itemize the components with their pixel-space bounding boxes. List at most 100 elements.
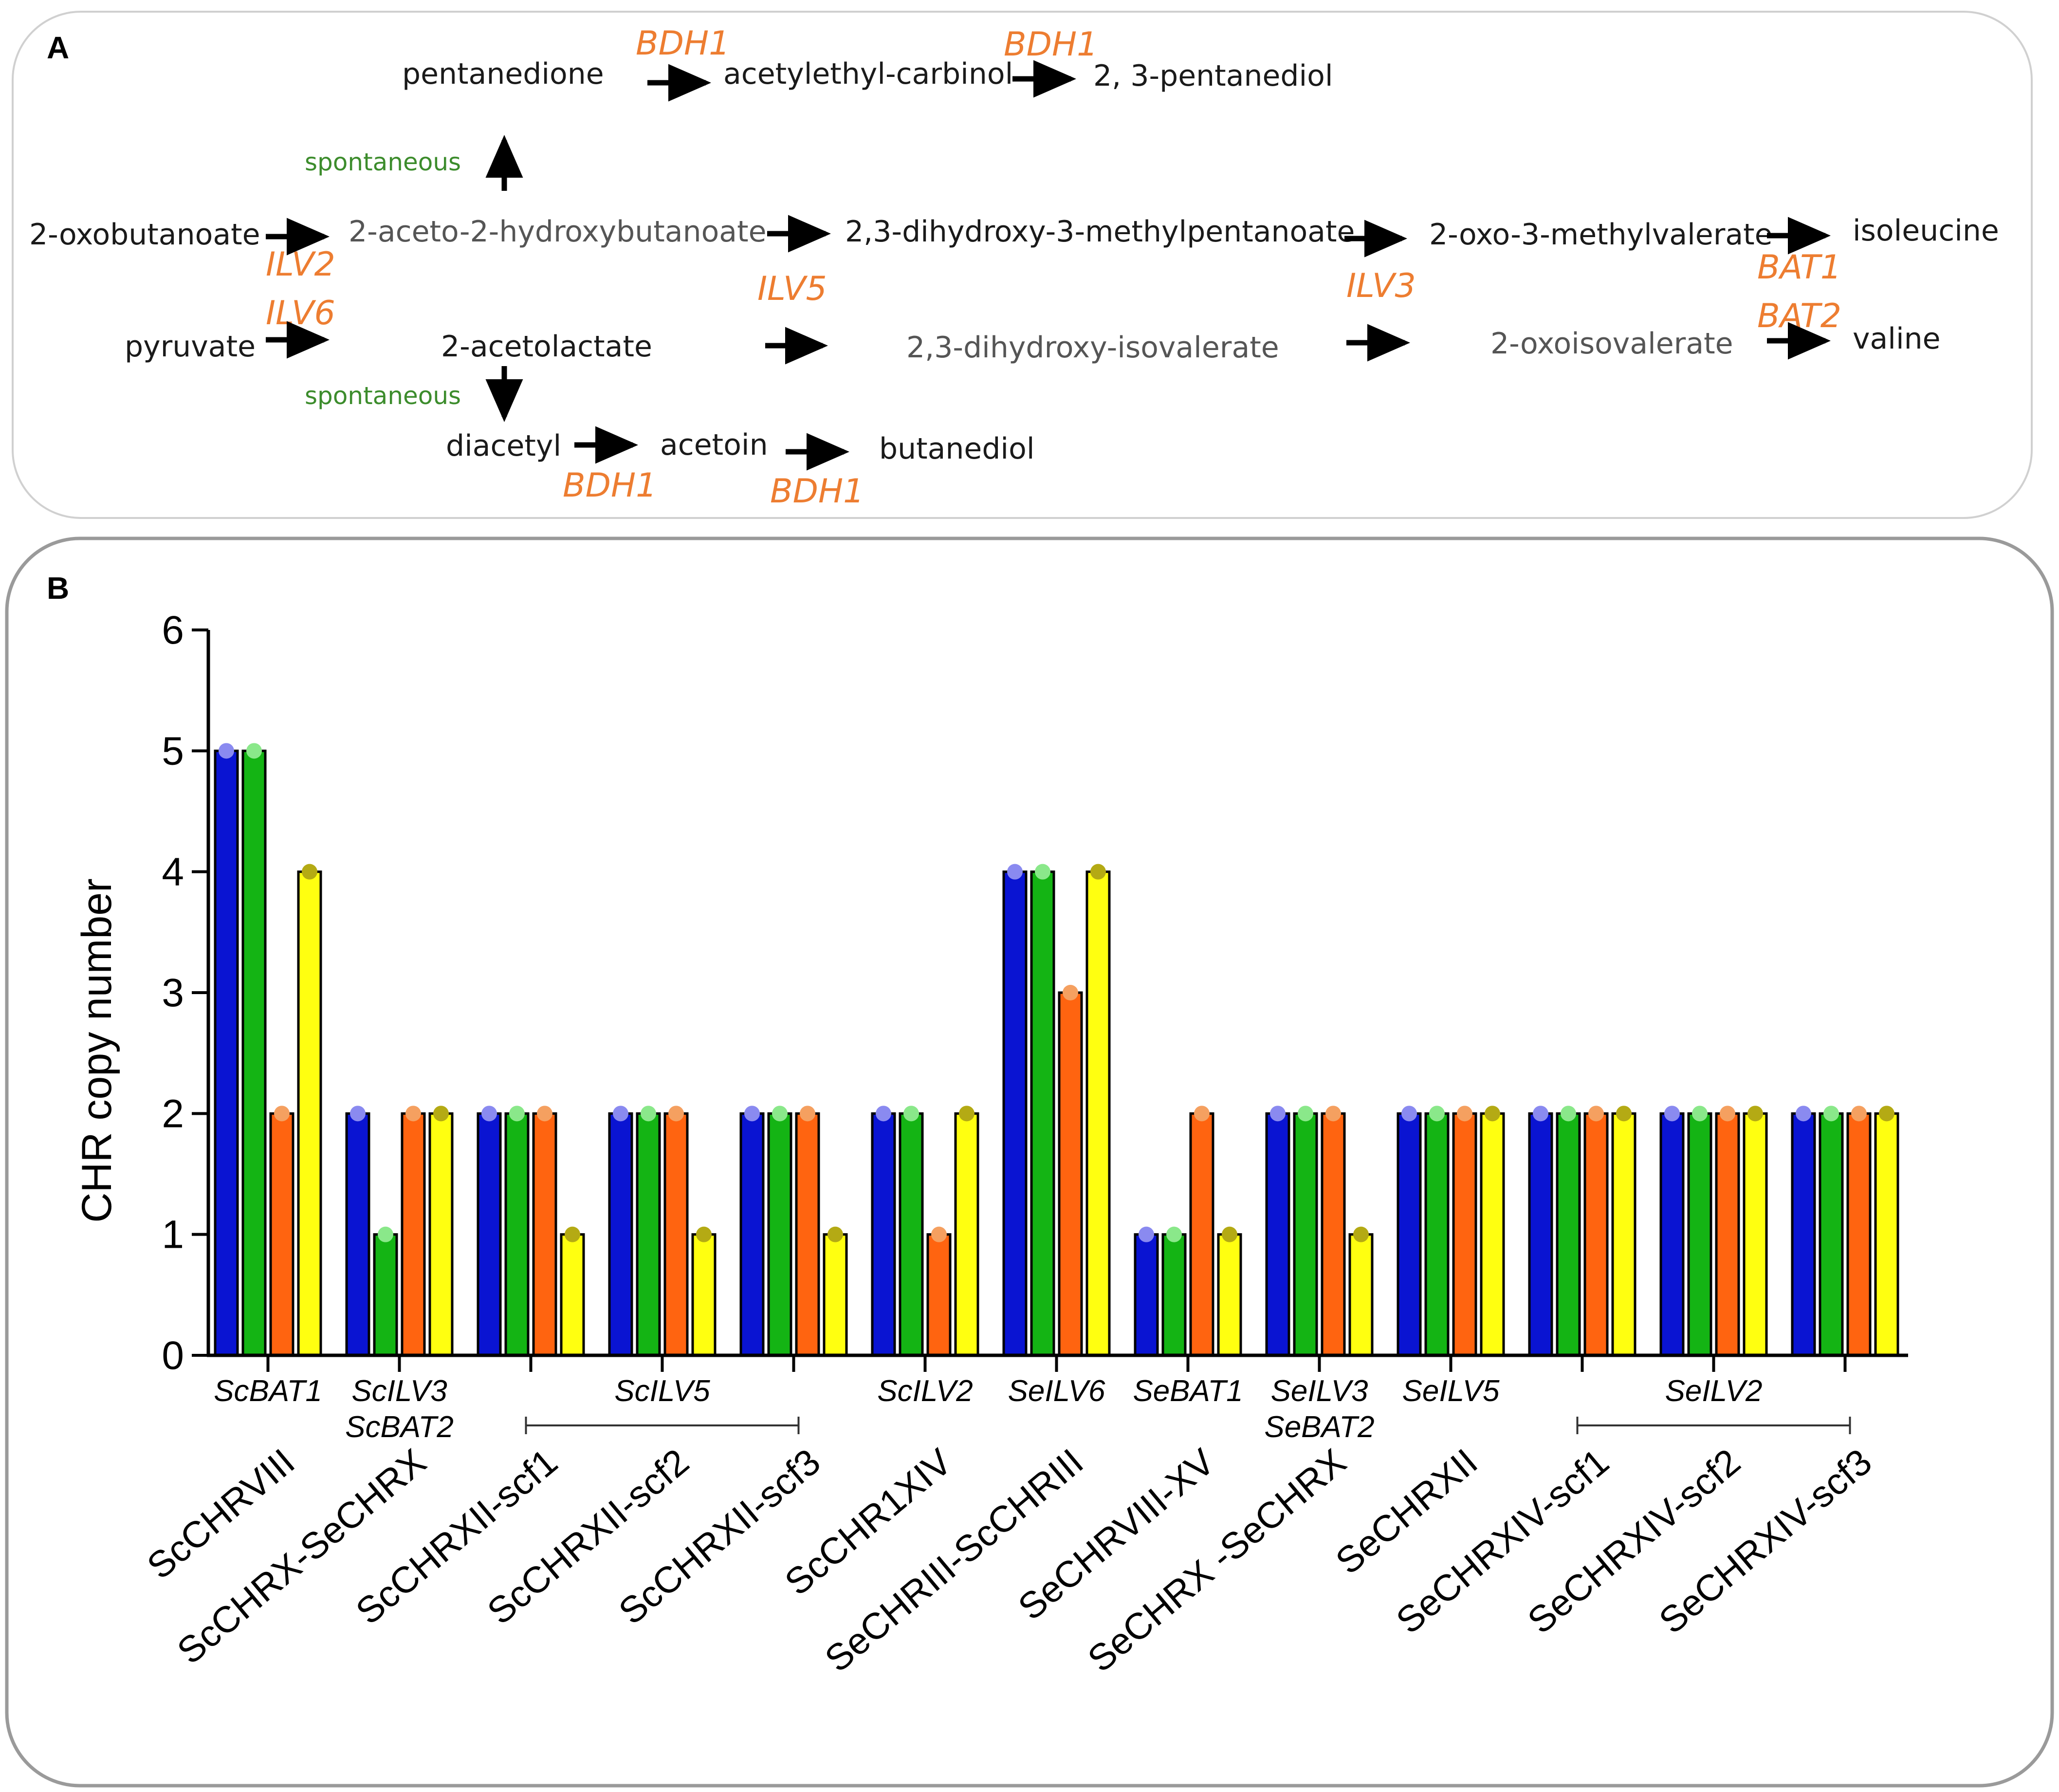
gene-label: SeILV2 bbox=[1665, 1374, 1763, 1408]
bar bbox=[373, 1233, 398, 1357]
bar bbox=[954, 1112, 979, 1357]
panel-a: A pentanedione acetylethyl-carbinol 2, 3… bbox=[12, 11, 2033, 519]
bar bbox=[926, 1233, 952, 1357]
bar bbox=[767, 1112, 792, 1357]
bar-dot bbox=[565, 1226, 580, 1242]
bar bbox=[241, 749, 267, 1357]
bar-dot bbox=[1194, 1106, 1210, 1122]
gene-label: SeILV5 bbox=[1402, 1374, 1500, 1408]
bar-dot bbox=[1823, 1106, 1839, 1122]
enzyme-ilv2: ILV2 bbox=[266, 245, 335, 284]
bar-dot bbox=[1616, 1106, 1632, 1122]
bar bbox=[1480, 1112, 1505, 1357]
panel-a-letter: A bbox=[47, 30, 69, 65]
bar bbox=[1002, 870, 1028, 1357]
bar-dot bbox=[509, 1106, 525, 1122]
bar-dot bbox=[1063, 985, 1078, 1000]
bar-dot bbox=[378, 1226, 393, 1242]
bar bbox=[214, 749, 239, 1357]
y-tick-label: 3 bbox=[162, 971, 184, 1015]
compound-oxoisovalerate: 2-oxoisovalerate bbox=[1490, 327, 1733, 361]
panel-b-letter: B bbox=[47, 571, 69, 606]
bar bbox=[1161, 1233, 1187, 1357]
bar bbox=[269, 1112, 294, 1357]
gene-label: ScILV3 bbox=[351, 1374, 447, 1408]
bar-dot bbox=[1879, 1106, 1894, 1122]
bar bbox=[1217, 1233, 1242, 1357]
bar-dot bbox=[1353, 1226, 1369, 1242]
bar-dot bbox=[481, 1106, 497, 1122]
bar-dot bbox=[219, 743, 234, 759]
bar-dot bbox=[302, 864, 317, 880]
gene-label: ScBAT1 bbox=[214, 1374, 322, 1408]
gene-label: SeBAT1 bbox=[1133, 1374, 1243, 1408]
bar bbox=[1134, 1233, 1159, 1357]
bar-dot bbox=[1851, 1106, 1867, 1122]
enzyme-bat2: BAT2 bbox=[1757, 297, 1841, 335]
enzyme-ilv5: ILV5 bbox=[757, 270, 827, 308]
bar bbox=[1348, 1233, 1374, 1357]
enzyme-bdh1-bottom-2: BDH1 bbox=[770, 472, 864, 511]
bar-dot bbox=[800, 1106, 815, 1122]
y-tick-label: 4 bbox=[162, 850, 184, 894]
bar-dot bbox=[1429, 1106, 1445, 1122]
bar-dot bbox=[903, 1106, 919, 1122]
compound-butanediol: butanediol bbox=[879, 432, 1034, 466]
bar-dot bbox=[1664, 1106, 1680, 1122]
bar bbox=[1265, 1112, 1290, 1357]
enzyme-ilv3: ILV3 bbox=[1346, 267, 1416, 305]
bar bbox=[532, 1112, 557, 1357]
gene-label: ScBAT2 bbox=[345, 1410, 454, 1444]
bar bbox=[1321, 1112, 1346, 1357]
bar bbox=[1846, 1112, 1872, 1357]
bar bbox=[795, 1112, 820, 1357]
compound-acetylethyl-carbinol: acetylethyl-carbinol bbox=[723, 57, 1013, 91]
y-tick-label: 0 bbox=[162, 1333, 184, 1378]
enzyme-ilv6: ILV6 bbox=[266, 294, 335, 333]
bar-dot bbox=[876, 1106, 891, 1122]
bar bbox=[636, 1112, 661, 1357]
gene-label: SeBAT2 bbox=[1264, 1410, 1374, 1444]
bar bbox=[1528, 1112, 1553, 1357]
y-tick-label: 5 bbox=[162, 729, 184, 773]
bar-dot bbox=[1561, 1106, 1576, 1122]
bar bbox=[823, 1233, 848, 1357]
compound-oxobutanoate: 2-oxobutanoate bbox=[29, 218, 260, 252]
bar-dot bbox=[350, 1106, 366, 1122]
enzyme-bdh1-top-2: BDH1 bbox=[1004, 25, 1098, 64]
bar bbox=[1293, 1112, 1318, 1357]
bar-dot bbox=[959, 1106, 974, 1122]
bar-dot bbox=[1457, 1106, 1472, 1122]
bar bbox=[1085, 870, 1111, 1357]
bar-dot bbox=[1166, 1226, 1182, 1242]
bar bbox=[345, 1112, 370, 1357]
bar bbox=[1659, 1112, 1685, 1357]
bar-dot bbox=[1222, 1226, 1237, 1242]
bar-dot bbox=[1090, 864, 1106, 880]
bar-dot bbox=[613, 1106, 628, 1122]
bar-dot bbox=[744, 1106, 760, 1122]
bar bbox=[1791, 1112, 1816, 1357]
bar bbox=[1058, 991, 1083, 1357]
bar-dot bbox=[246, 743, 262, 759]
bar bbox=[428, 1112, 454, 1357]
bar-dot bbox=[772, 1106, 788, 1122]
bar bbox=[1743, 1112, 1768, 1357]
bar-dot bbox=[668, 1106, 684, 1122]
bar bbox=[1189, 1112, 1214, 1357]
compound-acetoin: acetoin bbox=[660, 428, 768, 462]
bar-dot bbox=[1533, 1106, 1548, 1122]
bar bbox=[1452, 1112, 1477, 1357]
bar bbox=[1687, 1112, 1712, 1357]
bar bbox=[691, 1233, 717, 1357]
bar-dot bbox=[1796, 1106, 1811, 1122]
compound-pentanedione: pentanedione bbox=[402, 57, 604, 91]
bar-dot bbox=[1298, 1106, 1313, 1122]
bar bbox=[871, 1112, 896, 1357]
bar-dot bbox=[1485, 1106, 1500, 1122]
compound-diacetyl: diacetyl bbox=[446, 429, 561, 463]
panel-b-frame bbox=[5, 536, 2054, 1788]
y-tick-label: 1 bbox=[162, 1213, 184, 1257]
bar bbox=[477, 1112, 502, 1357]
